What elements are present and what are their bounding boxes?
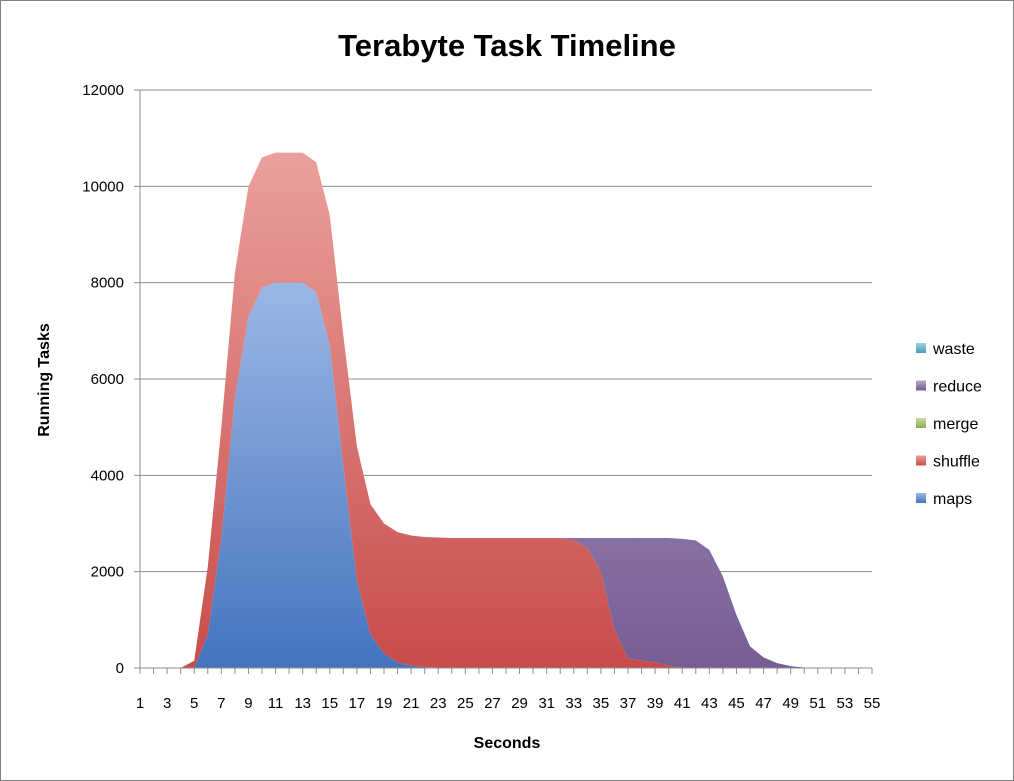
x-tick-label: 35 (593, 695, 610, 712)
y-axis-title: Running Tasks (36, 323, 53, 437)
y-tick-label: 8000 (91, 275, 124, 292)
y-tick-label: 6000 (91, 371, 124, 388)
x-tick-label: 39 (647, 695, 664, 712)
x-tick-label: 49 (782, 695, 799, 712)
legend-swatch-waste (916, 343, 926, 353)
x-tick-label: 19 (376, 695, 393, 712)
x-tick-label: 3 (163, 695, 171, 712)
legend: waste reduce merge shuffle maps (916, 341, 982, 508)
x-tick-label: 25 (457, 695, 474, 712)
x-tick-labels: 1 3 5 7 9 11 13 15 17 19 21 23 25 27 29 31 33 35 37 39 41 43 4… (136, 695, 881, 712)
y-tick-label: 2000 (91, 564, 124, 581)
x-tick-label: 17 (349, 695, 366, 712)
chart-title: Terabyte Task Timeline (338, 28, 676, 63)
x-tick-label: 53 (837, 695, 854, 712)
y-tick-labels: 0 2000 4000 6000 8000 10000 12000 (82, 82, 124, 677)
legend-swatch-merge (916, 418, 926, 428)
x-tick-label: 5 (190, 695, 198, 712)
legend-label-waste: waste (932, 341, 975, 358)
x-tick-label: 23 (430, 695, 447, 712)
x-tick-label: 55 (864, 695, 881, 712)
x-tick-label: 47 (755, 695, 772, 712)
plot-areas (140, 152, 872, 668)
x-tick-label: 51 (809, 695, 826, 712)
x-tick-label: 29 (511, 695, 528, 712)
x-tick-label: 11 (268, 695, 284, 712)
x-axis-title: Seconds (474, 735, 541, 752)
x-tick-label: 7 (217, 695, 225, 712)
x-tick-label: 33 (565, 695, 582, 712)
x-tick-label: 1 (136, 695, 144, 712)
y-tick-label: 12000 (82, 82, 124, 99)
x-tick-label: 27 (484, 695, 501, 712)
x-tick-label: 21 (403, 695, 420, 712)
legend-swatch-maps (916, 493, 926, 503)
y-tick-label: 10000 (82, 178, 124, 195)
legend-label-maps: maps (933, 491, 972, 508)
area-shuffle (140, 152, 872, 668)
x-tick-label: 43 (701, 695, 718, 712)
area-maps (140, 282, 872, 668)
x-tick-label: 45 (728, 695, 745, 712)
x-tick-label: 37 (620, 695, 637, 712)
axes (134, 89, 873, 674)
x-tick-label: 31 (538, 695, 555, 712)
legend-swatch-shuffle (916, 455, 926, 466)
x-tick-label: 41 (674, 695, 691, 712)
legend-label-reduce: reduce (933, 379, 982, 396)
x-tick-label: 13 (294, 695, 311, 712)
legend-swatch-reduce (916, 380, 926, 391)
x-tick-label: 9 (244, 695, 252, 712)
x-tick-label: 15 (321, 695, 338, 712)
y-tick-label: 0 (116, 660, 124, 677)
legend-label-shuffle: shuffle (933, 454, 980, 471)
y-tick-label: 4000 (91, 467, 124, 484)
legend-label-merge: merge (933, 416, 978, 433)
